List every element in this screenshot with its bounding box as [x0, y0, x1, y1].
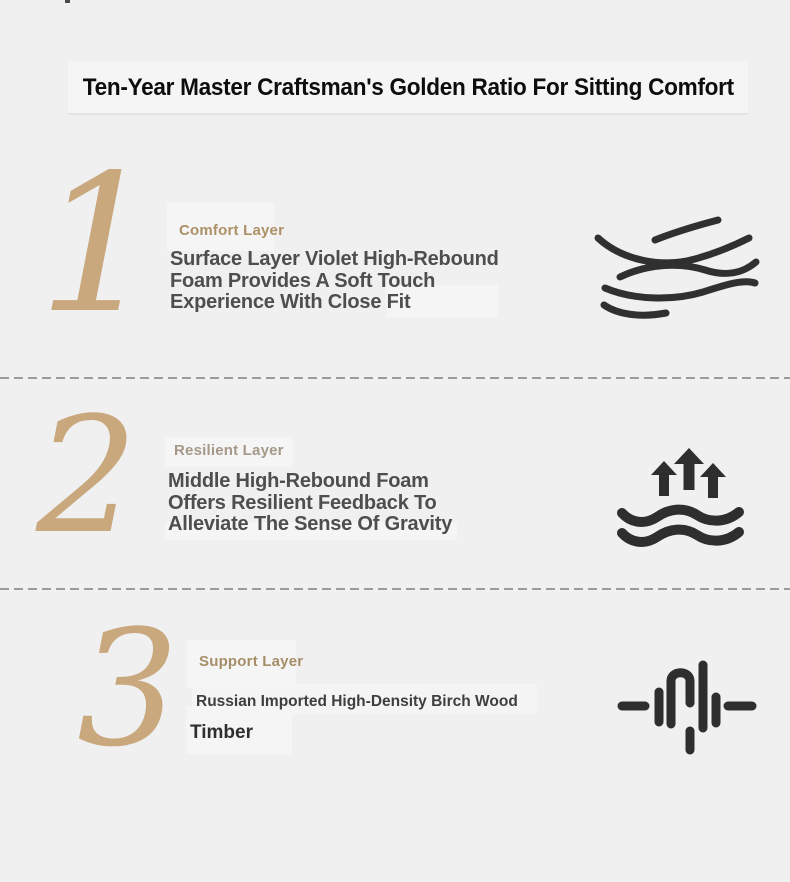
highlight-box: [386, 285, 498, 318]
section-number: 3: [77, 595, 179, 782]
description-line: Foam Provides A Soft Touch: [170, 269, 436, 292]
dashed-divider: [0, 588, 790, 590]
highlight-box: [186, 706, 292, 754]
section-label: Comfort Layer: [179, 222, 285, 239]
wood-grain-wave-icon: [617, 660, 757, 755]
section-number: 1: [38, 134, 159, 355]
highlight-box: [165, 437, 293, 467]
description-line: Russian Imported High-Density Birch Wood: [196, 693, 518, 710]
stray-mark: [65, 0, 70, 3]
section-number: 2: [36, 382, 138, 569]
soft-waves-icon: [594, 216, 760, 319]
description-line: Experience With Close Fit: [170, 291, 411, 313]
rebound-arrows-waves-icon: [617, 448, 744, 547]
section-label: Resilient Layer: [174, 442, 284, 459]
page-title: Ten-Year Master Craftsman's Golden Ratio…: [82, 73, 734, 101]
title-banner: Ten-Year Master Craftsman's Golden Ratio…: [68, 62, 748, 115]
description-line: Middle High-Rebound Foam: [168, 470, 429, 492]
description-line: Surface Layer Violet High-Rebound: [170, 248, 499, 270]
highlight-box: [186, 640, 296, 688]
description-line: Timber: [190, 722, 254, 743]
highlight-box: [167, 203, 274, 251]
description-line: Alleviate The Sense Of Gravity: [168, 513, 453, 535]
dashed-divider: [0, 377, 790, 379]
section-description: Middle High-Rebound Foam Offers Resilien…: [168, 470, 453, 536]
highlight-box: [165, 522, 457, 540]
section-label: Support Layer: [199, 653, 304, 670]
description-line: Offers Resilient Feedback To: [168, 491, 437, 514]
section-description: Surface Layer Violet High-Rebound Foam P…: [170, 248, 499, 314]
